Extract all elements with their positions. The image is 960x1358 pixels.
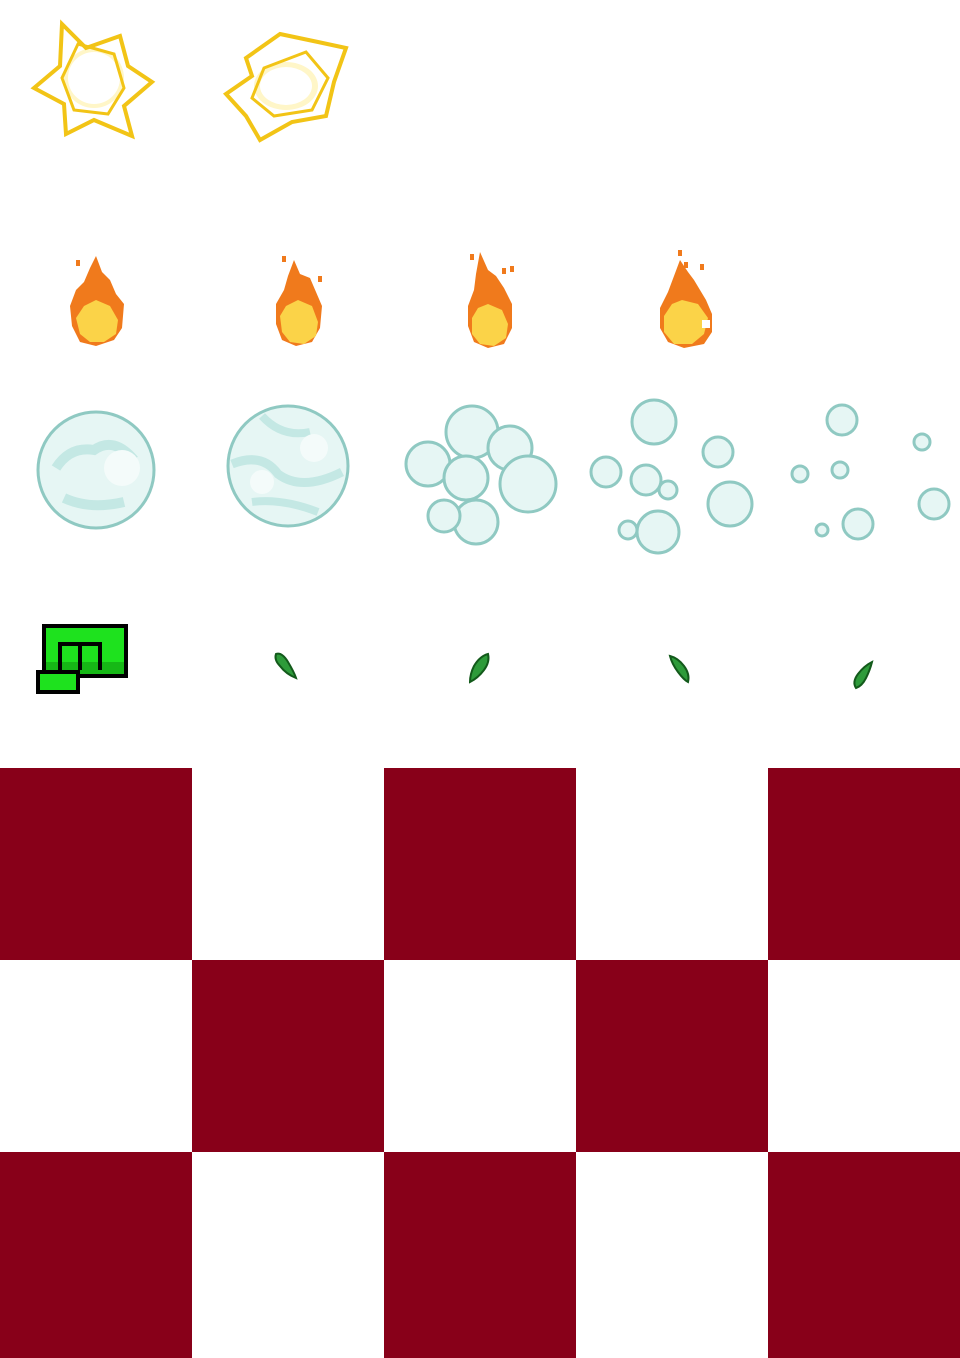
checker-tile-light — [768, 960, 960, 1152]
checker-tile-dark — [768, 1152, 960, 1358]
checker-tile-dark — [192, 960, 384, 1152]
green-thorn-icon — [274, 652, 298, 680]
flame-icon — [468, 252, 514, 348]
checker-tile-light — [192, 768, 384, 960]
sparkle-row — [0, 0, 960, 192]
yellow-sparkle-burst-icon — [30, 19, 156, 140]
checker-tile-light — [384, 960, 576, 1152]
checker-tile-light — [0, 960, 192, 1152]
checker-tile-dark — [384, 768, 576, 960]
smoke-puff-icon — [404, 404, 558, 546]
green-fist-icon — [36, 624, 128, 694]
smoke-puff-icon — [226, 404, 350, 528]
checker-tile-light — [192, 1152, 384, 1358]
checker-tile-dark — [576, 960, 768, 1152]
projectile-row — [0, 576, 960, 768]
checker-tile-light — [576, 1152, 768, 1358]
fire-row — [0, 192, 960, 384]
checker-tile-light — [576, 768, 768, 960]
green-thorn-icon — [853, 660, 874, 690]
smoke-puff-icon — [36, 410, 156, 530]
yellow-sparkle-burst-icon — [222, 31, 349, 143]
checker-tile-dark — [384, 1152, 576, 1358]
checkerboard-background — [0, 768, 960, 1358]
checker-tile-dark — [768, 768, 960, 960]
green-thorn-icon — [468, 652, 490, 684]
green-thorn-icon — [668, 654, 690, 684]
smoke-puff-icon — [790, 403, 951, 541]
checker-tile-dark — [0, 1152, 192, 1358]
flame-icon — [70, 256, 124, 346]
smoke-row — [0, 384, 960, 576]
checker-tile-dark — [0, 768, 192, 960]
flame-icon — [660, 250, 712, 348]
flame-icon — [276, 256, 322, 346]
smoke-puff-icon — [589, 398, 754, 555]
